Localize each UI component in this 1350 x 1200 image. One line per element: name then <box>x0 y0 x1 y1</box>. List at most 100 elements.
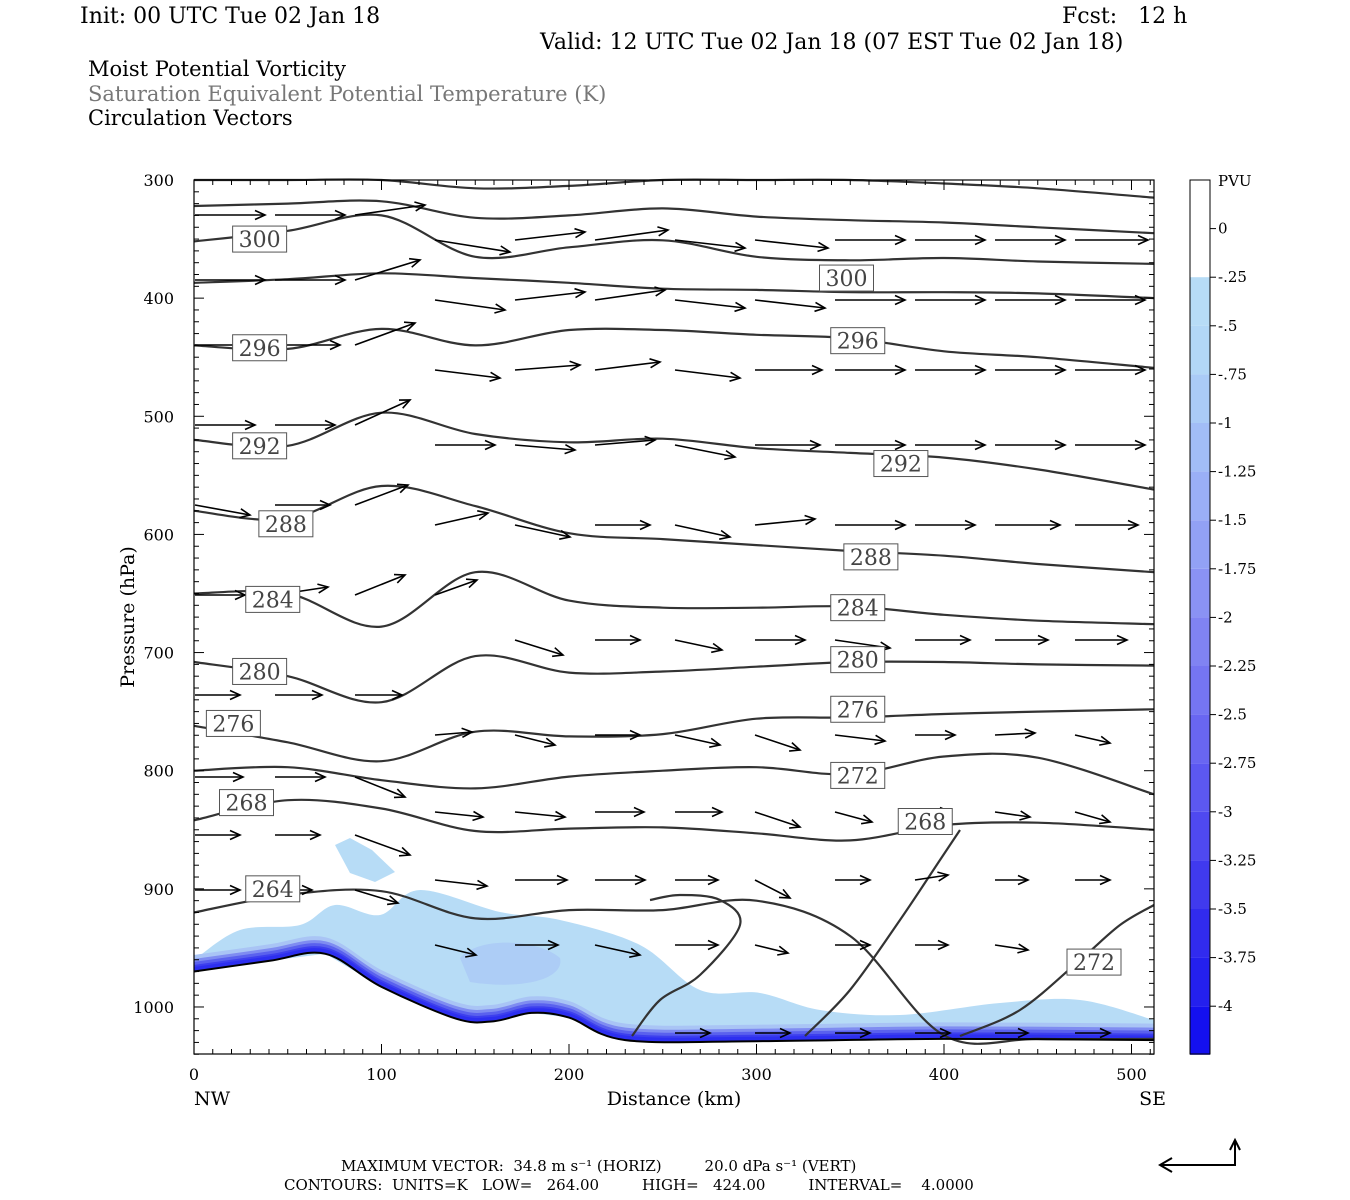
vector-arrow-35 <box>1075 364 1147 376</box>
contour-label-3: 296 <box>830 327 886 355</box>
contour-label-box <box>830 327 886 355</box>
vector-head <box>1054 364 1067 376</box>
vector-arrow-124 <box>1075 1027 1112 1039</box>
contour-label-15: 272 <box>1066 948 1122 976</box>
colorbar-swatch-4 <box>1190 374 1210 423</box>
vector-arrow-39 <box>435 439 497 451</box>
vector-head <box>639 519 652 531</box>
colorbar-label: -3.75 <box>1218 949 1256 967</box>
vector-arrow-4 <box>514 227 587 241</box>
vector-head <box>734 241 747 253</box>
vector-arrow-85 <box>275 771 327 783</box>
vector-head <box>894 234 907 246</box>
vector-shaft <box>434 579 478 596</box>
y-tick-label: 600 <box>143 525 174 544</box>
vector-shaft <box>354 574 406 596</box>
vector-shaft <box>514 291 586 301</box>
vector-arrow-105 <box>914 871 950 882</box>
vector-head <box>398 846 412 857</box>
vector-arrow-38 <box>354 399 412 426</box>
contour-label-text: 276 <box>837 698 879 723</box>
vector-head <box>974 364 987 376</box>
vector-shaft <box>754 944 789 954</box>
vector-head <box>398 399 412 409</box>
vector-head <box>239 508 252 519</box>
x-tick-label: 100 <box>366 1065 397 1084</box>
circulation-vectors <box>194 201 1150 1039</box>
vector-arrow-76 <box>514 734 557 748</box>
vector-arrow-42 <box>674 444 737 461</box>
vector-head <box>633 806 646 818</box>
vector-head <box>734 301 747 313</box>
x-tick-label: 500 <box>1116 1065 1147 1084</box>
vector-head <box>959 634 972 646</box>
vector-head <box>649 358 662 369</box>
vector-head <box>699 1027 712 1039</box>
vector-head <box>552 647 565 658</box>
contour-label-16: 268 <box>219 789 274 817</box>
vector-head <box>711 806 724 818</box>
colorbar-swatch-2 <box>1190 277 1210 326</box>
vector-head <box>476 879 489 891</box>
isentrope-0 <box>194 178 1155 199</box>
vector-shaft <box>594 229 669 241</box>
vector-shaft <box>594 289 666 301</box>
vector-head <box>484 439 497 451</box>
vector-arrow-84 <box>195 771 245 783</box>
y-tick-label: 900 <box>143 880 174 899</box>
vector-shaft <box>354 399 411 426</box>
contour-label-text: 284 <box>252 588 294 613</box>
contour-label-12: 276 <box>205 709 261 737</box>
vector-head <box>964 519 977 531</box>
colorbar-label: -1.5 <box>1218 511 1247 529</box>
vector-head <box>494 303 507 314</box>
y-tick-label: 400 <box>143 289 174 308</box>
contour-label-text: 280 <box>837 649 879 674</box>
isentrope-11 <box>193 798 1155 842</box>
vector-arrow-97 <box>275 829 322 841</box>
vector-head <box>859 1027 872 1039</box>
vector-shaft <box>914 874 949 881</box>
isentrope-9 <box>193 708 1155 763</box>
vector-head <box>403 321 417 332</box>
isentrope-5 <box>193 411 1155 491</box>
colorbar-swatch-8 <box>1190 568 1210 618</box>
vector-shaft <box>674 639 723 651</box>
colorbar-label: -2 <box>1218 608 1233 626</box>
vector-shaft <box>674 524 731 538</box>
colorbar-swatch-5 <box>1190 423 1210 472</box>
vector-head <box>229 884 242 896</box>
vector-head <box>729 371 742 382</box>
vector-head <box>1017 874 1030 886</box>
vector-arrow-11 <box>1075 234 1150 246</box>
colorbar-label: -2.25 <box>1218 657 1256 675</box>
vector-arrow-12 <box>195 274 267 286</box>
vector-arrow-23 <box>1075 294 1147 306</box>
vector-head <box>974 294 987 306</box>
colorbar-label: -2.75 <box>1218 754 1256 772</box>
vector-head <box>634 874 647 886</box>
mpv-band-2 <box>193 943 1155 1038</box>
x-end-left: NW <box>194 1088 231 1110</box>
colorbar-label: 0 <box>1218 220 1228 238</box>
vector-head <box>324 419 337 431</box>
vector-arrow-1 <box>275 209 347 221</box>
vector-head <box>1116 634 1129 646</box>
vector-head <box>859 939 872 951</box>
vector-shaft <box>514 444 576 451</box>
vector-arrow-69 <box>915 634 972 646</box>
vector-head <box>894 519 907 531</box>
colorbar-label: -2.5 <box>1218 706 1247 724</box>
vector-shaft <box>754 734 801 751</box>
vector-shaft <box>434 239 511 253</box>
vector-shaft <box>754 299 826 309</box>
vector-shaft <box>434 811 484 818</box>
vector-head <box>244 419 257 431</box>
vector-arrow-20 <box>835 294 907 306</box>
vector-head <box>629 634 642 646</box>
contour-label-text: 264 <box>252 878 294 903</box>
contour-label-11: 280 <box>830 646 886 674</box>
vector-arrow-48 <box>194 504 252 519</box>
contour-label-box <box>232 334 288 362</box>
vector-head <box>559 529 572 540</box>
